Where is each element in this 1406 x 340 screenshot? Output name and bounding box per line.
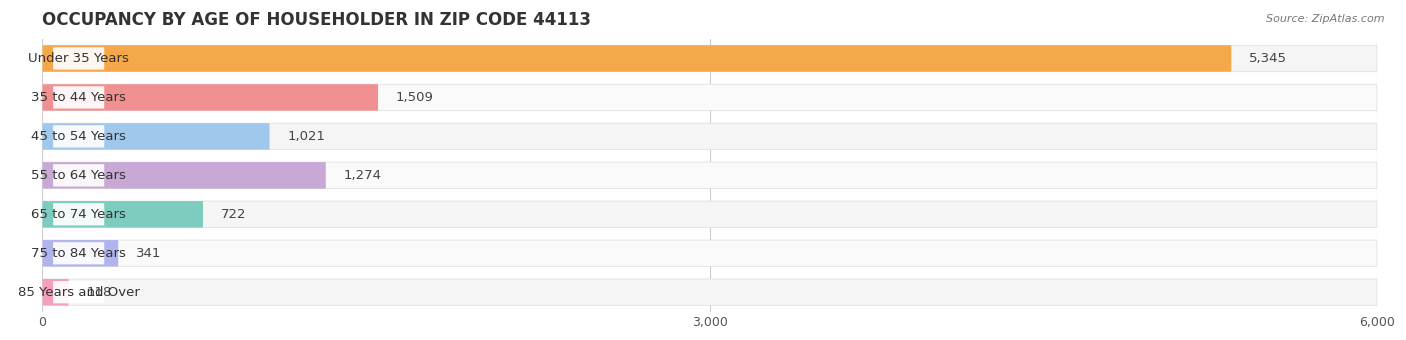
FancyBboxPatch shape: [42, 45, 1376, 72]
FancyBboxPatch shape: [53, 164, 104, 186]
Text: OCCUPANCY BY AGE OF HOUSEHOLDER IN ZIP CODE 44113: OCCUPANCY BY AGE OF HOUSEHOLDER IN ZIP C…: [42, 11, 592, 29]
FancyBboxPatch shape: [42, 201, 202, 227]
FancyBboxPatch shape: [53, 125, 104, 148]
FancyBboxPatch shape: [42, 162, 1376, 189]
Text: 1,274: 1,274: [343, 169, 381, 182]
FancyBboxPatch shape: [53, 281, 104, 303]
FancyBboxPatch shape: [42, 201, 1376, 227]
FancyBboxPatch shape: [42, 279, 69, 305]
FancyBboxPatch shape: [53, 47, 104, 70]
Text: Source: ZipAtlas.com: Source: ZipAtlas.com: [1267, 14, 1385, 23]
Text: 75 to 84 Years: 75 to 84 Years: [31, 247, 127, 260]
FancyBboxPatch shape: [53, 242, 104, 265]
FancyBboxPatch shape: [42, 279, 1376, 305]
FancyBboxPatch shape: [42, 240, 1376, 267]
FancyBboxPatch shape: [42, 84, 378, 111]
Text: 722: 722: [221, 208, 246, 221]
FancyBboxPatch shape: [42, 162, 326, 189]
FancyBboxPatch shape: [42, 240, 118, 267]
Text: 1,021: 1,021: [287, 130, 325, 143]
FancyBboxPatch shape: [53, 203, 104, 225]
Text: 85 Years and Over: 85 Years and Over: [18, 286, 139, 299]
Text: 118: 118: [87, 286, 112, 299]
Text: 1,509: 1,509: [396, 91, 433, 104]
Text: 55 to 64 Years: 55 to 64 Years: [31, 169, 127, 182]
FancyBboxPatch shape: [42, 123, 270, 150]
FancyBboxPatch shape: [53, 86, 104, 108]
FancyBboxPatch shape: [42, 123, 1376, 150]
Text: 35 to 44 Years: 35 to 44 Years: [31, 91, 127, 104]
Text: 45 to 54 Years: 45 to 54 Years: [31, 130, 127, 143]
FancyBboxPatch shape: [42, 45, 1232, 72]
Text: 5,345: 5,345: [1249, 52, 1286, 65]
FancyBboxPatch shape: [42, 84, 1376, 111]
Text: 341: 341: [136, 247, 162, 260]
Text: 65 to 74 Years: 65 to 74 Years: [31, 208, 127, 221]
Text: Under 35 Years: Under 35 Years: [28, 52, 129, 65]
